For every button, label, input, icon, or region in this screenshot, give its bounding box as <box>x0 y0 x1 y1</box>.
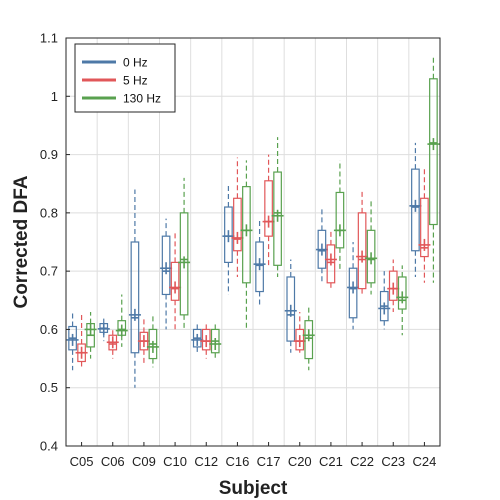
box-iqr <box>286 276 296 342</box>
box-c06-s2 <box>106 329 119 359</box>
box-iqr <box>357 212 367 290</box>
box-c21-s2 <box>324 230 337 289</box>
x-tick-label: C12 <box>194 454 218 469</box>
box-c16-s2 <box>231 157 244 277</box>
box-c24-s3 <box>427 55 440 283</box>
y-tick-label: 0.6 <box>40 322 58 337</box>
y-tick-label: 0.5 <box>40 380 58 395</box>
x-tick-label: C09 <box>132 454 156 469</box>
legend-label-1: 0 Hz <box>123 56 148 70</box>
box-iqr <box>201 328 211 351</box>
box-c05-s3 <box>84 311 97 359</box>
box-c09-s3 <box>146 314 159 368</box>
y-tick-label: 1 <box>51 89 58 104</box>
x-tick-label: C22 <box>350 454 374 469</box>
box-c21-s1 <box>315 207 328 283</box>
box-c21-s3 <box>333 160 346 272</box>
box-c17-s3 <box>271 137 284 277</box>
box-c12-s3 <box>209 323 222 359</box>
x-tick-label: C06 <box>101 454 125 469</box>
box-iqr <box>348 267 358 319</box>
y-tick-label: 0.9 <box>40 147 58 162</box>
legend-label-2: 5 Hz <box>123 74 148 88</box>
box-iqr <box>335 191 345 249</box>
y-tick-label: 1.1 <box>40 31 58 46</box>
box-c17-s2 <box>262 154 275 266</box>
x-tick-label: C17 <box>257 454 281 469</box>
x-axis: C05 C06 C09 C10 C12 C16 C17 C20 C21 C22 C23 C24 <box>70 442 436 469</box>
box-c09-s2 <box>137 317 150 365</box>
box-c10-s1 <box>160 218 173 330</box>
y-tick-label: 0.7 <box>40 264 58 279</box>
box-iqr <box>295 328 305 351</box>
box-c23-s3 <box>396 265 409 336</box>
box-c23-s2 <box>387 259 400 312</box>
y-axis: 0.4 0.5 0.6 0.7 0.8 0.9 1 1.1 <box>40 31 70 454</box>
box-iqr <box>224 206 233 263</box>
legend-label-3: 130 Hz <box>123 92 161 106</box>
box-c20-s3 <box>302 306 315 371</box>
box-c24-s2 <box>418 166 431 283</box>
y-tick-label: 0.8 <box>40 205 58 220</box>
box-iqr <box>255 241 264 293</box>
box-iqr <box>388 270 398 301</box>
box-iqr <box>233 197 242 252</box>
box-c16-s1 <box>222 183 235 295</box>
box-iqr <box>397 276 407 310</box>
box-iqr <box>304 320 314 360</box>
box-iqr <box>170 261 180 301</box>
box-iqr <box>366 229 376 284</box>
box-c05-s2 <box>75 311 88 368</box>
box-c09-s1 <box>128 189 141 388</box>
y-axis-title: Corrected DFA <box>11 175 32 308</box>
box-c20-s1 <box>284 259 297 353</box>
box-c12-s2 <box>200 323 213 359</box>
y-tick-label: 0.4 <box>40 439 58 454</box>
box-c22-s2 <box>356 189 369 295</box>
x-tick-label: C10 <box>163 454 187 469</box>
box-c06-s3 <box>115 294 128 347</box>
box-c22-s1 <box>347 242 360 330</box>
x-tick-label: C16 <box>225 454 249 469</box>
legend-box <box>74 43 176 113</box>
box-c10-s2 <box>169 230 182 330</box>
x-axis-title: Subject <box>219 478 288 499</box>
series-1-boxes <box>66 142 422 388</box>
box-c05-s1 <box>66 311 79 371</box>
x-tick-label: C23 <box>381 454 405 469</box>
plot-area-frame <box>65 37 441 447</box>
x-tick-label: C24 <box>412 454 436 469</box>
box-iqr <box>161 235 171 296</box>
box-iqr <box>326 244 336 284</box>
box-series-layer <box>66 55 440 388</box>
box-c12-s1 <box>191 323 204 353</box>
box-c22-s3 <box>365 201 378 295</box>
box-c06-s1 <box>97 317 110 342</box>
series-2-boxes <box>75 154 431 368</box>
x-tick-label: C05 <box>70 454 94 469</box>
box-c10-s3 <box>178 177 191 330</box>
box-c23-s1 <box>378 271 391 330</box>
box-c16-s3 <box>240 160 253 330</box>
box-iqr <box>411 168 420 252</box>
series-3-boxes <box>84 55 440 371</box>
box-iqr <box>179 212 189 316</box>
box-iqr <box>429 78 438 226</box>
x-tick-label: C20 <box>288 454 312 469</box>
box-iqr <box>420 197 429 258</box>
x-tick-label: C21 <box>319 454 343 469</box>
box-c17-s1 <box>253 218 266 307</box>
box-iqr <box>242 186 251 284</box>
box-iqr <box>273 171 282 266</box>
box-c20-s2 <box>293 311 306 353</box>
box-iqr <box>264 180 273 237</box>
box-c24-s1 <box>409 142 422 277</box>
box-iqr <box>130 241 140 354</box>
legend: 0 Hz 5 Hz 130 Hz <box>74 43 176 113</box>
